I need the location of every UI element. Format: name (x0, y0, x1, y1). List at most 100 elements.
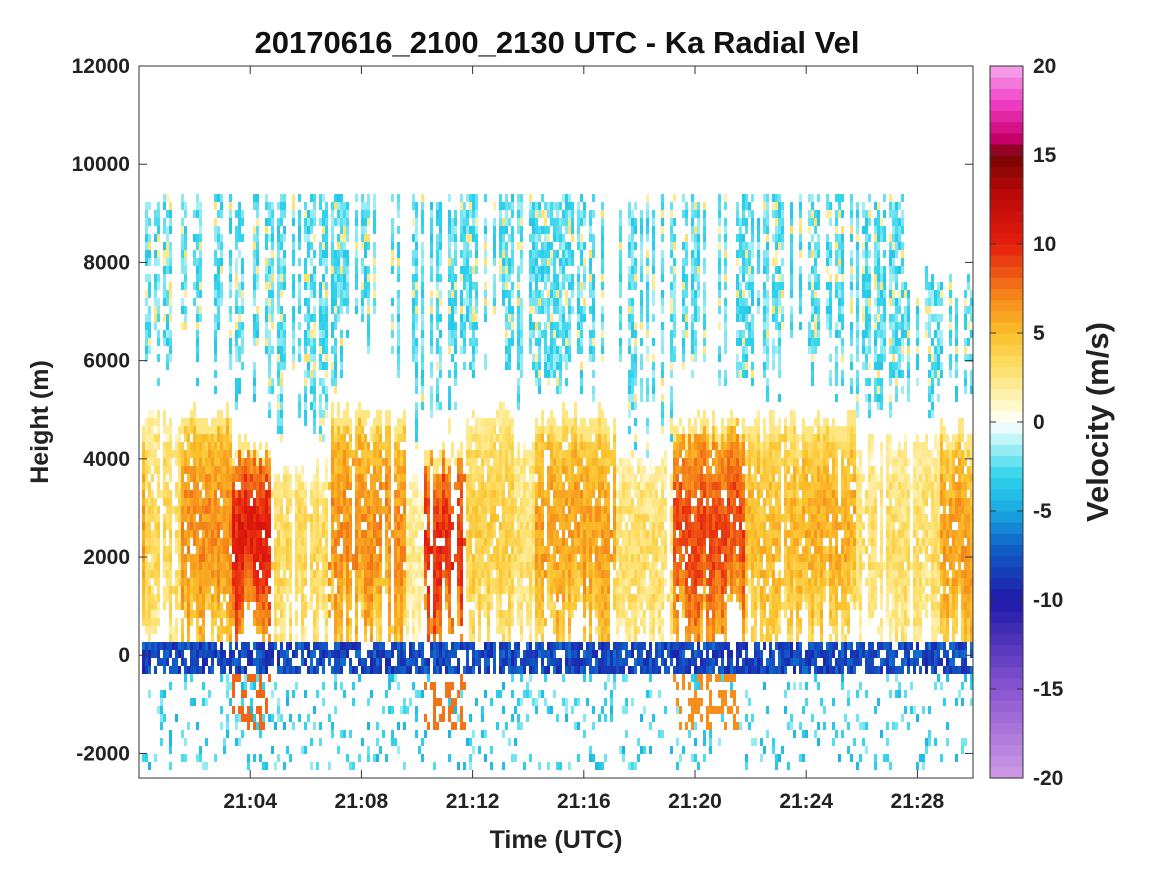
heatmap-cell (394, 578, 397, 586)
heatmap-cell (214, 226, 217, 234)
heatmap-cell (460, 522, 463, 530)
heatmap-cell (367, 754, 370, 762)
heatmap-cell (148, 610, 151, 618)
heatmap-cell (544, 618, 547, 626)
heatmap-cell (415, 482, 418, 490)
heatmap-cell (163, 714, 166, 722)
heatmap-cell (394, 594, 397, 602)
heatmap-cell (217, 474, 220, 482)
heatmap-cell (262, 466, 265, 474)
heatmap-cell (142, 514, 145, 522)
heatmap-cell (361, 442, 364, 450)
heatmap-cell (538, 322, 541, 330)
heatmap-cell (535, 570, 538, 578)
heatmap-cell (313, 546, 316, 554)
heatmap-cell (358, 650, 361, 658)
heatmap-cell (355, 266, 358, 274)
heatmap-cell (493, 458, 496, 466)
heatmap-cell (385, 658, 388, 666)
heatmap-cell (430, 370, 433, 378)
heatmap-cell (244, 562, 247, 570)
heatmap-cell (187, 554, 190, 562)
heatmap-cell (331, 282, 334, 290)
heatmap-cell (388, 674, 391, 682)
heatmap-cell (517, 450, 520, 458)
heatmap-cell (250, 650, 253, 658)
heatmap-cell (241, 362, 244, 370)
heatmap-cell (169, 450, 172, 458)
heatmap-cell (517, 226, 520, 234)
heatmap-cell (364, 490, 367, 498)
heatmap-cell (487, 578, 490, 586)
heatmap-cell (169, 290, 172, 298)
heatmap-cell (550, 418, 553, 426)
heatmap-cell (226, 522, 229, 530)
heatmap-cell (532, 266, 535, 274)
heatmap-cell (403, 418, 406, 426)
heatmap-cell (436, 362, 439, 370)
heatmap-cell (376, 562, 379, 570)
heatmap-cell (322, 274, 325, 282)
heatmap-cell (253, 394, 256, 402)
heatmap-cell (298, 538, 301, 546)
heatmap-cell (181, 474, 184, 482)
heatmap-cell (310, 594, 313, 602)
heatmap-cell (142, 594, 145, 602)
heatmap-cell (223, 426, 226, 434)
heatmap-cell (190, 618, 193, 626)
heatmap-cell (184, 242, 187, 250)
heatmap-cell (487, 634, 490, 642)
heatmap-cell (298, 586, 301, 594)
heatmap-cell (517, 586, 520, 594)
heatmap-cell (304, 626, 307, 634)
heatmap-cell (355, 490, 358, 498)
heatmap-cell (412, 586, 415, 594)
heatmap-cell (214, 194, 217, 202)
heatmap-cell (415, 650, 418, 658)
heatmap-cell (475, 250, 478, 258)
heatmap-cell (283, 514, 286, 522)
heatmap-cell (148, 242, 151, 250)
heatmap-cell (469, 482, 472, 490)
heatmap-cell (238, 586, 241, 594)
heatmap-cell (355, 538, 358, 546)
heatmap-cell (379, 514, 382, 522)
heatmap-cell (493, 258, 496, 266)
heatmap-cell (277, 578, 280, 586)
heatmap-cell (325, 458, 328, 466)
heatmap-cell (520, 498, 523, 506)
heatmap-cell (442, 482, 445, 490)
heatmap-cell (280, 666, 283, 674)
heatmap-cell (310, 602, 313, 610)
heatmap-cell (241, 522, 244, 530)
heatmap-cell (214, 538, 217, 546)
heatmap-cell (421, 482, 424, 490)
heatmap-cell (145, 234, 148, 242)
heatmap-cell (166, 250, 169, 258)
heatmap-cell (544, 266, 547, 274)
heatmap-cell (283, 474, 286, 482)
heatmap-cell (535, 466, 538, 474)
heatmap-cell (406, 530, 409, 538)
heatmap-cell (208, 474, 211, 482)
heatmap-cell (445, 514, 448, 522)
heatmap-cell (220, 634, 223, 642)
heatmap-cell (451, 666, 454, 674)
heatmap-cell (523, 554, 526, 562)
heatmap-cell (469, 298, 472, 306)
heatmap-cell (460, 226, 463, 234)
heatmap-cell (379, 410, 382, 418)
heatmap-cell (370, 690, 373, 698)
heatmap-cell (415, 298, 418, 306)
heatmap-cell (202, 546, 205, 554)
heatmap-cell (181, 514, 184, 522)
heatmap-cell (379, 474, 382, 482)
heatmap-cell (223, 458, 226, 466)
heatmap-cell (277, 482, 280, 490)
heatmap-cell (256, 546, 259, 554)
heatmap-cell (283, 618, 286, 626)
heatmap-cell (478, 658, 481, 666)
heatmap-cell (322, 666, 325, 674)
heatmap-cell (193, 418, 196, 426)
heatmap-cell (235, 562, 238, 570)
